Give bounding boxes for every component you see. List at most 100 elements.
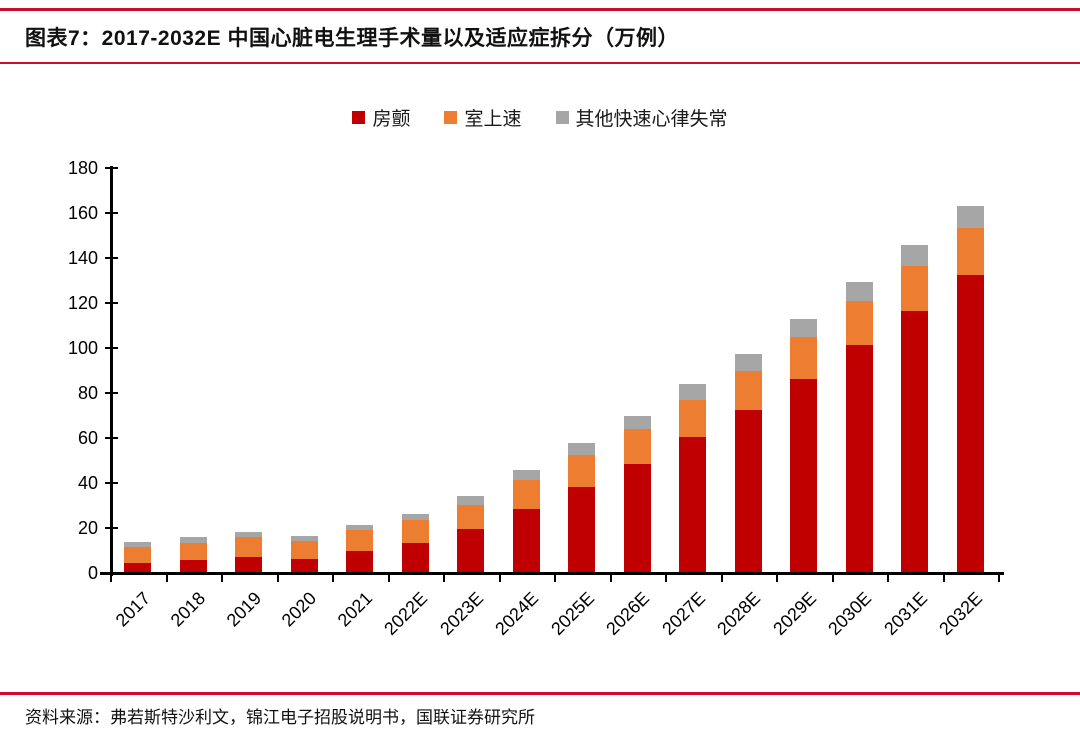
bar-segment-房颤-2032E: [956, 275, 984, 572]
bar-segment-房颤-2021: [346, 550, 374, 572]
chart-title: 图表7：2017-2032E 中国心脏电生理手术量以及适应症拆分（万例）: [25, 27, 679, 50]
bar-segment-房颤-2028E: [734, 410, 762, 572]
bar-segment-室上速-2021: [346, 530, 374, 551]
bar-segment-室上速-2018: [179, 542, 207, 560]
bar-segment-室上速-2029E: [790, 336, 818, 379]
y-axis-label: 0: [87, 563, 98, 583]
legend-item-other: 其他快速心律失常: [555, 104, 728, 131]
y-axis-label: 80: [77, 383, 98, 403]
bar-segment-房颤-2029E: [790, 378, 818, 572]
legend-label-svt: 室上速: [464, 109, 522, 130]
legend-label-af: 房颤: [372, 109, 411, 130]
bar-segment-室上速-2019: [235, 537, 263, 558]
x-axis-tick: [387, 572, 390, 582]
legend: 房颤 室上速 其他快速心律失常: [0, 104, 1080, 131]
x-axis-tick: [165, 572, 168, 582]
legend-item-af: 房颤: [352, 104, 410, 131]
bar-segment-其他快速心律失常-2017: [124, 541, 152, 548]
bar-segment-房颤-2026E: [623, 464, 651, 572]
x-axis-tick: [498, 572, 501, 582]
bar-segment-室上速-2030E: [845, 300, 873, 345]
footer-rule: [0, 692, 1080, 695]
legend-swatch-svt: [444, 111, 458, 124]
bar-segment-室上速-2017: [124, 547, 152, 563]
bar-segment-室上速-2024E: [512, 479, 540, 509]
legend-item-svt: 室上速: [444, 104, 522, 131]
bar-segment-其他快速心律失常-2028E: [734, 353, 762, 371]
x-axis-tick: [998, 572, 1000, 582]
bar-segment-其他快速心律失常-2025E: [568, 442, 596, 455]
bar-segment-其他快速心律失常-2031E: [901, 244, 929, 266]
bar-segment-其他快速心律失常-2020: [290, 536, 318, 541]
top-rule: [0, 8, 1080, 11]
bar-segment-房颤-2031E: [901, 311, 929, 572]
y-axis-label: 20: [77, 518, 98, 538]
bar-segment-其他快速心律失常-2026E: [623, 415, 651, 430]
legend-swatch-af: [352, 111, 366, 124]
x-axis-line: [100, 572, 1004, 575]
y-axis-label: 60: [77, 428, 98, 448]
y-axis-tick: [105, 482, 118, 484]
bar-segment-室上速-2025E: [568, 455, 596, 487]
x-axis-tick: [110, 572, 112, 582]
bar-segment-房颤-2018: [179, 559, 207, 572]
title-underline-rule: [0, 62, 1080, 64]
y-axis-label: 40: [77, 473, 98, 493]
bar-segment-其他快速心律失常-2032E: [956, 206, 984, 228]
x-axis-tick: [554, 572, 556, 582]
y-axis-tick: [105, 347, 118, 349]
y-axis-tick: [105, 302, 118, 304]
bar-segment-房颤-2022E: [401, 542, 429, 572]
y-axis-label: 140: [67, 248, 98, 268]
y-axis-tick: [105, 392, 118, 394]
bar-segment-其他快速心律失常-2024E: [512, 469, 540, 480]
bar-segment-其他快速心律失常-2030E: [845, 281, 873, 301]
legend-label-other: 其他快速心律失常: [575, 109, 728, 130]
bar-segment-房颤-2024E: [512, 509, 540, 572]
bar-segment-室上速-2031E: [901, 266, 929, 311]
x-axis-tick: [332, 572, 334, 582]
bar-segment-室上速-2032E: [956, 227, 984, 275]
bar-segment-房颤-2025E: [568, 486, 596, 572]
x-axis-tick: [776, 572, 778, 582]
bar-segment-房颤-2030E: [845, 344, 873, 572]
y-axis-tick: [105, 257, 118, 259]
x-axis-tick: [887, 572, 889, 582]
x-axis-tick: [665, 572, 667, 582]
bar-segment-其他快速心律失常-2023E: [457, 495, 485, 505]
y-axis-label: 100: [67, 338, 98, 358]
x-axis-tick: [831, 572, 834, 582]
bar-segment-其他快速心律失常-2022E: [401, 513, 429, 521]
y-axis-label: 160: [67, 203, 98, 223]
y-axis-label: 120: [67, 293, 98, 313]
bar-segment-房颤-2023E: [457, 529, 485, 572]
bar-segment-室上速-2022E: [401, 520, 429, 543]
y-axis-tick: [105, 437, 118, 439]
y-axis-label: 180: [67, 158, 98, 178]
bar-segment-其他快速心律失常-2019: [235, 531, 263, 538]
source-note: 资料来源：弗若斯特沙利文，锦江电子招股说明书，国联证券研究所: [25, 708, 535, 727]
bar-segment-其他快速心律失常-2029E: [790, 318, 818, 337]
bar-segment-其他快速心律失常-2027E: [679, 384, 707, 400]
y-axis-tick: [105, 167, 118, 169]
x-axis-tick: [942, 572, 945, 582]
bar-segment-房颤-2019: [235, 557, 263, 572]
y-axis-tick: [105, 527, 118, 529]
bar-segment-房颤-2020: [290, 558, 318, 572]
x-axis-tick: [720, 572, 723, 582]
bar-segment-室上速-2028E: [734, 370, 762, 410]
bar-segment-室上速-2020: [290, 540, 318, 559]
bar-segment-房颤-2027E: [679, 437, 707, 572]
bar-segment-室上速-2023E: [457, 504, 485, 530]
y-axis-tick: [105, 212, 118, 214]
x-axis-tick: [276, 572, 279, 582]
x-axis-tick: [443, 572, 445, 582]
bar-segment-室上速-2026E: [623, 429, 651, 464]
bar-segment-房颤-2017: [124, 563, 152, 572]
bar-segment-其他快速心律失常-2021: [346, 524, 374, 531]
bar-segment-室上速-2027E: [679, 399, 707, 437]
x-axis-tick: [609, 572, 612, 582]
y-axis-line: [110, 166, 113, 576]
legend-swatch-other: [555, 111, 569, 124]
bar-segment-其他快速心律失常-2018: [179, 537, 207, 543]
